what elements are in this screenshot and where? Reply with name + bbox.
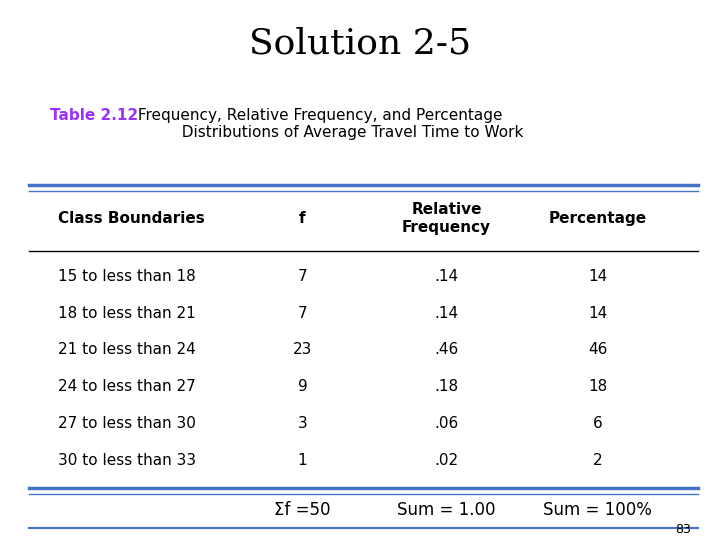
Text: Solution 2-5: Solution 2-5 bbox=[249, 27, 471, 61]
Text: 1: 1 bbox=[297, 453, 307, 468]
Text: 18: 18 bbox=[588, 379, 607, 394]
Text: 14: 14 bbox=[588, 269, 607, 284]
Text: 7: 7 bbox=[297, 269, 307, 284]
Text: f: f bbox=[299, 211, 306, 226]
Text: 24 to less than 27: 24 to less than 27 bbox=[58, 379, 195, 394]
Text: .06: .06 bbox=[434, 416, 459, 431]
Text: .02: .02 bbox=[434, 453, 459, 468]
Text: .14: .14 bbox=[434, 269, 459, 284]
Text: Class Boundaries: Class Boundaries bbox=[58, 211, 204, 226]
Text: 46: 46 bbox=[588, 342, 607, 357]
Text: 23: 23 bbox=[293, 342, 312, 357]
Text: 14: 14 bbox=[588, 306, 607, 321]
Text: 18 to less than 21: 18 to less than 21 bbox=[58, 306, 195, 321]
Text: Percentage: Percentage bbox=[549, 211, 647, 226]
Text: .14: .14 bbox=[434, 306, 459, 321]
Text: 15 to less than 18: 15 to less than 18 bbox=[58, 269, 195, 284]
Text: 30 to less than 33: 30 to less than 33 bbox=[58, 453, 196, 468]
Text: 7: 7 bbox=[297, 306, 307, 321]
Text: Frequency, Relative Frequency, and Percentage
          Distributions of Average: Frequency, Relative Frequency, and Perce… bbox=[133, 108, 523, 140]
Text: Sum = 100%: Sum = 100% bbox=[543, 501, 652, 519]
Text: 27 to less than 30: 27 to less than 30 bbox=[58, 416, 195, 431]
Text: 3: 3 bbox=[297, 416, 307, 431]
Text: 9: 9 bbox=[297, 379, 307, 394]
Text: .18: .18 bbox=[434, 379, 459, 394]
Text: 21 to less than 24: 21 to less than 24 bbox=[58, 342, 195, 357]
Text: Sum = 1.00: Sum = 1.00 bbox=[397, 501, 495, 519]
Text: Relative
Frequency: Relative Frequency bbox=[402, 202, 491, 235]
Text: 83: 83 bbox=[675, 523, 691, 536]
Text: Table 2.12: Table 2.12 bbox=[50, 108, 138, 123]
Text: Σf =50: Σf =50 bbox=[274, 501, 330, 519]
Text: .46: .46 bbox=[434, 342, 459, 357]
Text: 2: 2 bbox=[593, 453, 603, 468]
Text: 6: 6 bbox=[593, 416, 603, 431]
